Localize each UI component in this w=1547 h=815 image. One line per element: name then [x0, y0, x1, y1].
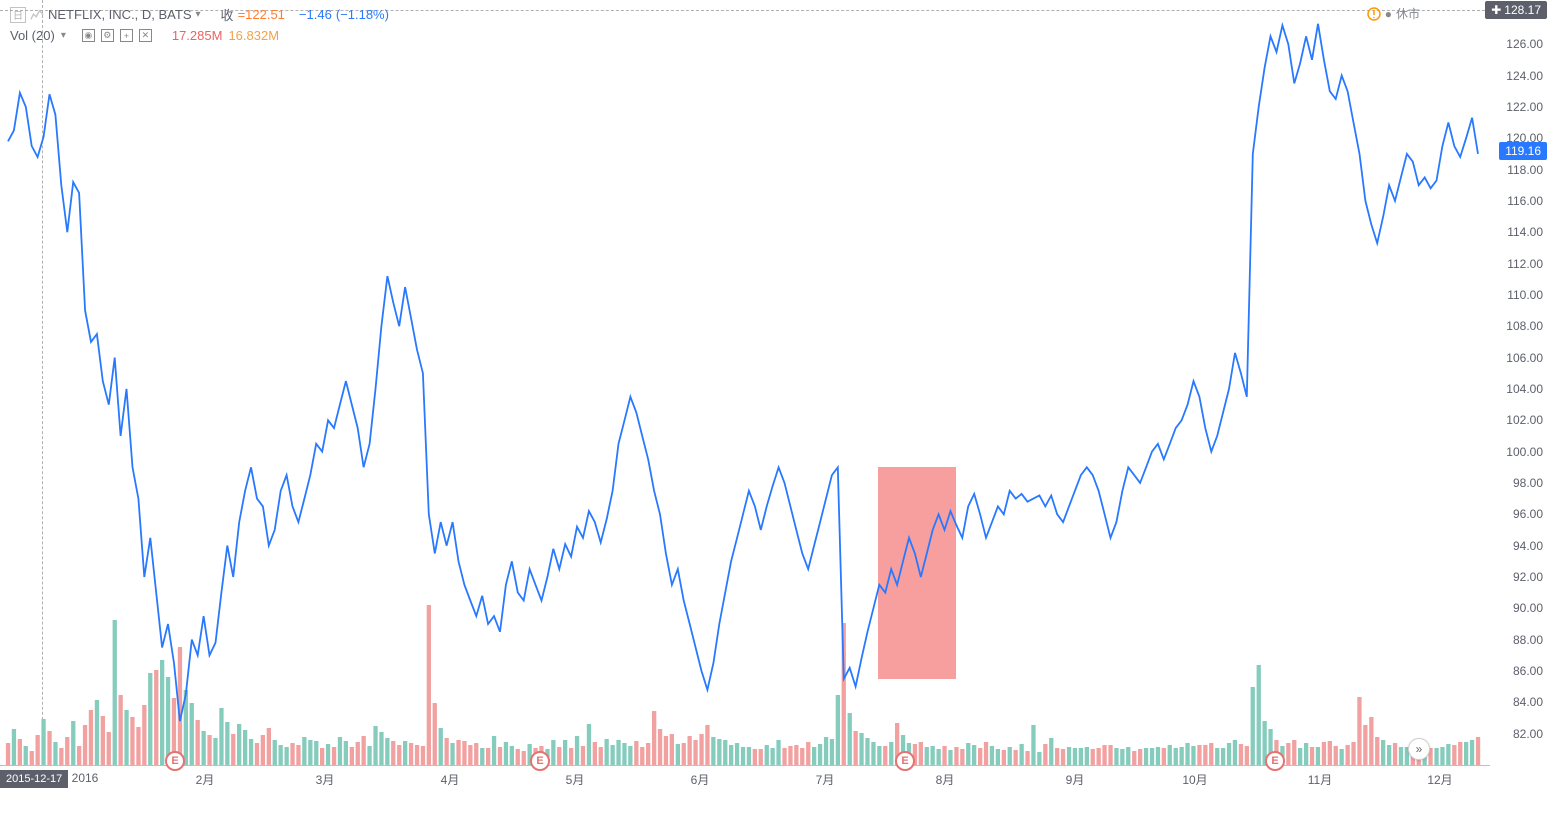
y-tick-label: 124.00 [1506, 69, 1543, 83]
cross-icon: ✚ [1491, 3, 1501, 17]
style-icon [30, 8, 44, 22]
close-label: 收 [221, 5, 234, 24]
y-tick-label: 108.00 [1506, 319, 1543, 333]
earnings-marker[interactable]: E [1265, 751, 1285, 771]
y-tick-label: 114.00 [1507, 225, 1543, 239]
earnings-marker[interactable]: E [895, 751, 915, 771]
y-tick-label: 112.00 [1507, 257, 1543, 271]
y-tick-label: 126.00 [1506, 37, 1543, 51]
y-tick-label: 84.00 [1513, 695, 1543, 709]
vol-label[interactable]: Vol (20) [10, 28, 55, 43]
symbol-label[interactable]: NETFLIX, INC., D, BATS [48, 7, 192, 22]
current-price-tag: 119.16 [1499, 142, 1547, 160]
chart-area[interactable]: 日 NETFLIX, INC., D, BATS ▾ 收 =122.51 −1.… [0, 0, 1490, 790]
vol-add-button[interactable]: + [120, 29, 133, 42]
chevron-down-icon[interactable]: ▾ [61, 30, 66, 41]
interval-icon: 日 [10, 7, 26, 23]
status-dot: ● [1385, 7, 1392, 21]
warning-icon [1367, 7, 1381, 21]
y-tick-label: 118.00 [1507, 163, 1543, 177]
y-tick-label: 110.00 [1507, 288, 1543, 302]
y-tick-label: 116.00 [1507, 194, 1543, 208]
y-tick-label: 82.00 [1513, 727, 1543, 741]
earnings-marker[interactable]: E [165, 751, 185, 771]
chevron-down-icon[interactable]: ▾ [196, 9, 201, 20]
vol-close-button[interactable]: ✕ [139, 29, 152, 42]
close-value: =122.51 [238, 7, 285, 22]
vol-eye-button[interactable]: ◉ [82, 29, 95, 42]
y-tick-label: 106.00 [1506, 351, 1543, 365]
high-price-tag: ✚128.17 [1485, 1, 1547, 19]
volume-legend: Vol (20) ▾ ◉ ⚙ + ✕ 17.285M 16.832M [10, 28, 279, 43]
y-tick-label: 96.00 [1513, 507, 1543, 521]
y-tick-label: 86.00 [1513, 664, 1543, 678]
y-tick-label: 102.00 [1506, 413, 1543, 427]
y-tick-label: 90.00 [1513, 601, 1543, 615]
scroll-right-button[interactable]: » [1408, 738, 1430, 760]
earnings-marker[interactable]: E [530, 751, 550, 771]
status-text: 休市 [1396, 5, 1420, 22]
vol-settings-button[interactable]: ⚙ [101, 29, 114, 42]
chart-header: 日 NETFLIX, INC., D, BATS ▾ 收 =122.51 −1.… [10, 5, 389, 24]
vol-value-2: 16.832M [228, 28, 279, 43]
y-tick-label: 100.00 [1506, 445, 1543, 459]
change-pct: (−1.18%) [336, 7, 389, 22]
y-tick-label: 122.00 [1506, 100, 1543, 114]
y-tick-label: 98.00 [1513, 476, 1543, 490]
price-line [0, 0, 1490, 790]
y-tick-label: 88.00 [1513, 633, 1543, 647]
y-tick-label: 104.00 [1506, 382, 1543, 396]
y-tick-label: 92.00 [1513, 570, 1543, 584]
y-tick-label: 94.00 [1513, 539, 1543, 553]
change-value: −1.46 [299, 7, 332, 22]
header-status: ● 休市 [1367, 5, 1420, 22]
y-axis[interactable]: 82.00 84.00 86.00 88.00 90.00 92.00 94.00 96.00… [1490, 0, 1547, 790]
vol-value-1: 17.285M [172, 28, 223, 43]
